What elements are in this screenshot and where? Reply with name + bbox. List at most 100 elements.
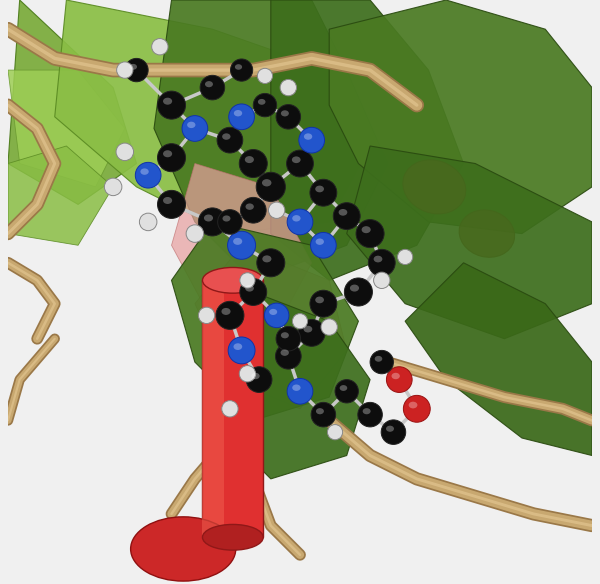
Ellipse shape — [281, 332, 289, 338]
Ellipse shape — [392, 373, 400, 379]
Ellipse shape — [163, 197, 172, 204]
Ellipse shape — [245, 285, 254, 291]
Ellipse shape — [202, 524, 263, 550]
Polygon shape — [8, 70, 125, 187]
Polygon shape — [8, 0, 136, 204]
Polygon shape — [329, 0, 592, 234]
Ellipse shape — [276, 105, 301, 129]
Ellipse shape — [381, 420, 406, 444]
Ellipse shape — [204, 214, 213, 221]
Ellipse shape — [182, 116, 208, 141]
Ellipse shape — [234, 110, 242, 116]
Polygon shape — [172, 222, 358, 420]
Ellipse shape — [251, 373, 260, 379]
Ellipse shape — [358, 402, 382, 427]
Ellipse shape — [356, 220, 384, 248]
Ellipse shape — [262, 179, 271, 186]
Ellipse shape — [199, 307, 215, 324]
Ellipse shape — [246, 367, 272, 392]
Ellipse shape — [374, 272, 390, 288]
Ellipse shape — [216, 301, 244, 329]
Ellipse shape — [116, 62, 133, 78]
Ellipse shape — [158, 144, 185, 172]
Ellipse shape — [292, 215, 301, 221]
Ellipse shape — [316, 408, 324, 414]
Polygon shape — [55, 0, 370, 234]
Ellipse shape — [287, 378, 313, 404]
Polygon shape — [347, 146, 592, 339]
Ellipse shape — [315, 186, 324, 192]
Ellipse shape — [321, 319, 337, 335]
Ellipse shape — [280, 79, 296, 96]
Ellipse shape — [187, 121, 196, 128]
Ellipse shape — [152, 39, 168, 55]
Ellipse shape — [281, 349, 289, 356]
Ellipse shape — [310, 290, 337, 317]
Ellipse shape — [299, 127, 325, 153]
Polygon shape — [195, 245, 347, 409]
Ellipse shape — [304, 133, 312, 140]
Ellipse shape — [163, 150, 172, 157]
Ellipse shape — [298, 319, 325, 346]
Ellipse shape — [386, 367, 412, 392]
Ellipse shape — [403, 395, 430, 422]
Polygon shape — [242, 280, 263, 537]
Ellipse shape — [386, 426, 394, 432]
Ellipse shape — [245, 156, 254, 163]
Ellipse shape — [239, 366, 256, 382]
Ellipse shape — [139, 213, 157, 231]
Polygon shape — [172, 164, 311, 339]
Ellipse shape — [398, 249, 413, 265]
Ellipse shape — [459, 210, 515, 258]
Ellipse shape — [409, 402, 418, 408]
Ellipse shape — [199, 208, 226, 236]
Ellipse shape — [136, 162, 161, 188]
Ellipse shape — [362, 226, 371, 233]
Ellipse shape — [131, 517, 236, 581]
Ellipse shape — [217, 127, 243, 153]
Ellipse shape — [228, 337, 255, 364]
Ellipse shape — [340, 385, 347, 391]
Ellipse shape — [281, 110, 289, 116]
Ellipse shape — [230, 59, 253, 81]
Ellipse shape — [370, 350, 394, 374]
Ellipse shape — [310, 179, 337, 206]
Ellipse shape — [222, 401, 238, 417]
Ellipse shape — [257, 68, 272, 84]
Ellipse shape — [256, 172, 286, 201]
Ellipse shape — [235, 64, 242, 69]
Ellipse shape — [186, 225, 203, 242]
Ellipse shape — [104, 178, 122, 196]
Ellipse shape — [403, 160, 466, 214]
Ellipse shape — [218, 210, 242, 234]
Ellipse shape — [350, 284, 359, 291]
Ellipse shape — [368, 249, 395, 276]
Ellipse shape — [221, 308, 230, 315]
Ellipse shape — [158, 190, 185, 218]
Ellipse shape — [202, 267, 263, 293]
Ellipse shape — [233, 238, 242, 245]
Ellipse shape — [240, 279, 267, 305]
Ellipse shape — [258, 99, 265, 105]
Ellipse shape — [311, 232, 336, 258]
Ellipse shape — [241, 197, 266, 223]
Ellipse shape — [239, 150, 267, 178]
Ellipse shape — [223, 215, 230, 221]
Ellipse shape — [287, 150, 313, 177]
Ellipse shape — [222, 133, 230, 140]
Polygon shape — [212, 292, 370, 479]
Ellipse shape — [292, 314, 308, 329]
Ellipse shape — [374, 256, 382, 262]
Ellipse shape — [333, 203, 360, 230]
Ellipse shape — [125, 58, 148, 82]
Polygon shape — [405, 263, 592, 456]
Ellipse shape — [335, 380, 358, 403]
Ellipse shape — [130, 64, 137, 69]
Polygon shape — [154, 0, 388, 280]
Ellipse shape — [240, 273, 255, 288]
Ellipse shape — [276, 326, 301, 351]
Polygon shape — [271, 0, 464, 280]
Ellipse shape — [233, 343, 242, 350]
Ellipse shape — [275, 343, 301, 369]
Ellipse shape — [374, 356, 382, 361]
